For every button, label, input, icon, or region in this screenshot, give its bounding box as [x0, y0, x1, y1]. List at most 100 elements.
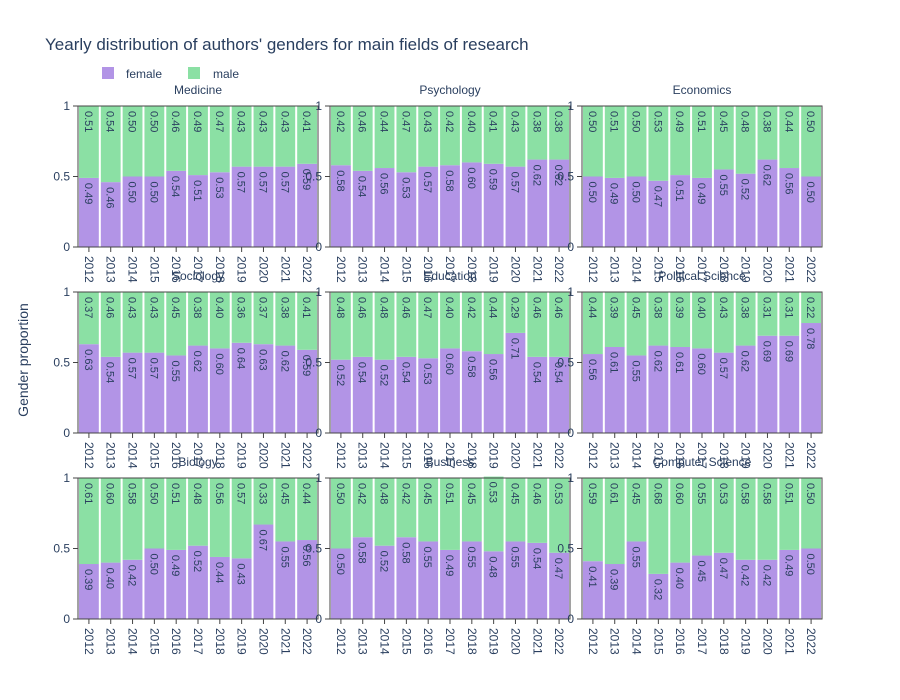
y-tick-label: 1	[315, 285, 322, 299]
x-tick-label: 2015	[399, 442, 413, 469]
bar-female	[713, 169, 734, 247]
bar-male	[505, 478, 526, 542]
y-tick-label: 0	[63, 612, 70, 626]
bar-female	[297, 349, 317, 433]
bar-male	[735, 292, 756, 346]
bar-male	[352, 478, 373, 538]
data-label-male: 0.45	[717, 111, 729, 132]
bar-female	[188, 545, 208, 619]
x-tick-label: 2013	[356, 442, 370, 469]
data-label-female: 0.54	[530, 548, 542, 569]
bar-male	[374, 478, 395, 546]
legend-label-female: female	[126, 67, 162, 81]
data-label-female: 0.59	[487, 169, 499, 190]
bar-female	[670, 175, 691, 247]
x-tick-label: 2012	[586, 256, 600, 283]
y-tick-label: 0	[63, 426, 70, 440]
bar-male	[461, 106, 482, 163]
data-label-female: 0.50	[804, 554, 816, 575]
data-label-male: 0.46	[104, 297, 116, 318]
bar-female	[779, 335, 800, 433]
legend-swatch-female	[102, 67, 114, 79]
x-tick-label: 2017	[191, 628, 205, 655]
data-label-female: 0.55	[630, 546, 642, 567]
bar-male	[122, 478, 143, 560]
data-label-female: 0.56	[782, 173, 794, 194]
bar-male	[209, 292, 230, 349]
data-label-female: 0.57	[256, 172, 268, 193]
bar-female	[648, 573, 669, 619]
panel-title-medicine: Medicine	[174, 83, 222, 97]
data-label-male: 0.46	[356, 111, 368, 132]
y-tick-label: 1	[63, 285, 70, 299]
data-label-female: 0.49	[782, 555, 794, 576]
panel-economics: Economics0.500.500.490.510.500.500.470.5…	[557, 83, 823, 283]
data-label-male: 0.45	[421, 483, 433, 504]
bar-female	[483, 354, 504, 433]
bar-female	[735, 345, 756, 433]
data-label-female: 0.51	[673, 180, 685, 201]
bar-male	[297, 106, 317, 164]
bar-female	[670, 562, 691, 619]
y-tick-label: 0	[567, 612, 574, 626]
x-tick-label: 2021	[782, 256, 796, 283]
x-tick-label: 2019	[235, 256, 249, 283]
data-label-female: 0.55	[717, 174, 729, 195]
x-tick-label: 2016	[169, 256, 183, 283]
data-label-female: 0.67	[256, 530, 268, 551]
data-label-female: 0.53	[421, 363, 433, 384]
bar-male	[418, 478, 439, 542]
data-label-female: 0.46	[104, 187, 116, 208]
bar-female	[626, 541, 647, 619]
bar-female	[253, 524, 274, 619]
x-tick-label: 2019	[739, 256, 753, 283]
bar-male	[231, 478, 252, 559]
x-tick-label: 2012	[586, 628, 600, 655]
data-label-female: 0.50	[334, 554, 346, 575]
bar-female	[604, 346, 625, 433]
x-tick-label: 2017	[443, 442, 457, 469]
bar-male	[692, 478, 712, 556]
bar-female	[801, 323, 821, 433]
data-label-female: 0.58	[334, 170, 346, 191]
data-label-female: 0.49	[169, 555, 181, 576]
bar-female	[374, 359, 395, 433]
bar-female	[100, 562, 121, 619]
y-tick-label: 0	[315, 612, 322, 626]
data-label-male: 0.57	[235, 483, 247, 504]
bar-female	[275, 166, 296, 247]
bar-female	[79, 564, 99, 619]
data-label-male: 0.48	[378, 483, 390, 504]
x-tick-label: 2019	[739, 442, 753, 469]
data-label-female: 0.40	[104, 568, 116, 589]
data-label-male: 0.38	[739, 297, 751, 318]
data-label-female: 0.39	[82, 569, 94, 590]
bar-female	[352, 170, 373, 247]
bar-female	[166, 355, 187, 433]
y-tick-label: 0.5	[557, 356, 574, 370]
bar-female	[527, 159, 548, 247]
data-label-male: 0.40	[443, 297, 455, 318]
x-tick-label: 2020	[508, 442, 522, 469]
bar-female	[440, 348, 460, 433]
bar-male	[275, 106, 296, 167]
bar-male	[604, 292, 625, 347]
x-tick-label: 2022	[804, 628, 818, 655]
data-label-male: 0.51	[169, 483, 181, 504]
bar-female	[418, 358, 439, 433]
bar-male	[253, 106, 274, 167]
bar-male	[461, 478, 482, 542]
bar-male	[735, 478, 756, 560]
data-label-female: 0.55	[278, 546, 290, 567]
bar-female	[144, 548, 165, 619]
bar-male	[396, 478, 417, 538]
x-tick-label: 2020	[760, 628, 774, 655]
x-tick-label: 2021	[530, 628, 544, 655]
bar-female	[461, 541, 482, 619]
bar-male	[297, 292, 317, 350]
bar-male	[297, 478, 317, 541]
bar-female	[188, 175, 208, 247]
x-tick-label: 2017	[695, 442, 709, 469]
x-tick-label: 2020	[760, 256, 774, 283]
data-label-male: 0.50	[804, 111, 816, 132]
